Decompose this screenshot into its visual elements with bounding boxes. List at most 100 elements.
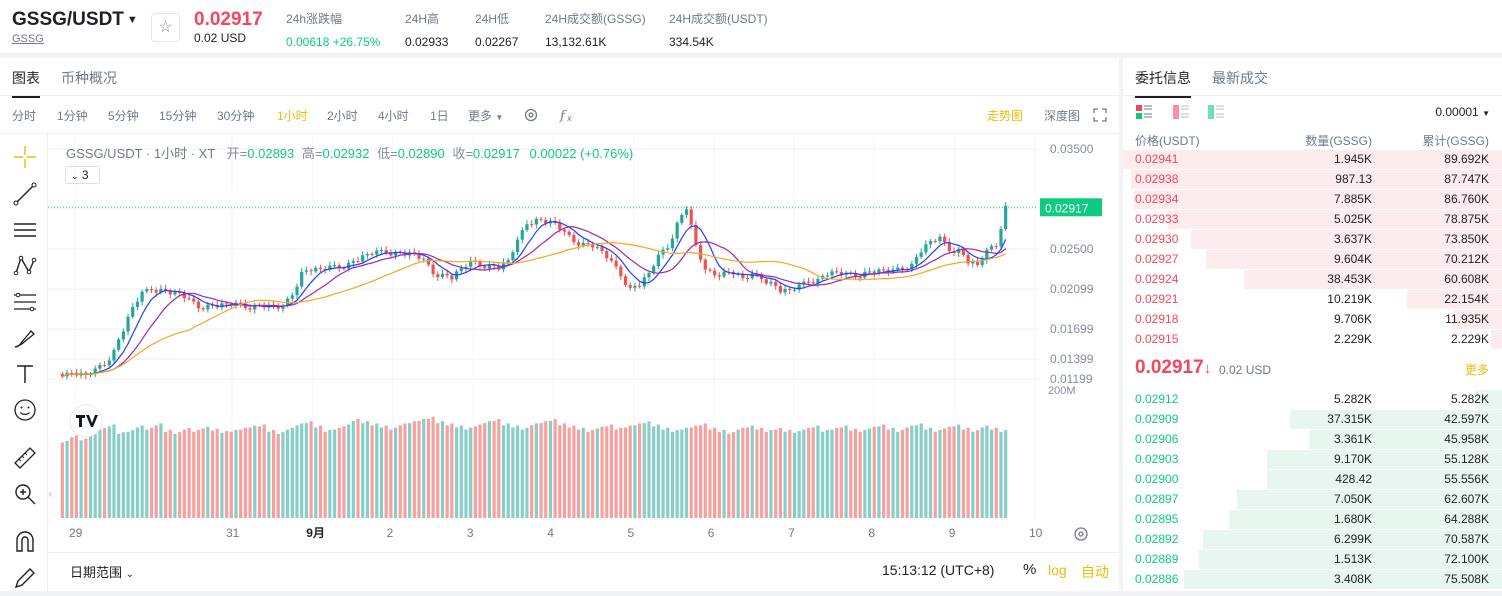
candle-body <box>788 288 792 290</box>
ask-row[interactable]: 0.02918 9.706K 11.935K <box>1123 309 1502 329</box>
volume-bar <box>623 427 628 518</box>
row-price: 0.02900 <box>1135 472 1179 486</box>
auto-toggle[interactable]: 自动 <box>1081 564 1109 580</box>
emoji-icon[interactable] <box>12 397 38 423</box>
candle-body <box>576 242 581 246</box>
bid-row[interactable]: 0.02889 1.513K 72.100K <box>1123 549 1502 569</box>
y-tick-label: 0.02500 <box>1050 242 1094 256</box>
ask-row[interactable]: 0.02930 3.637K 73.850K <box>1123 229 1502 249</box>
timeframe-5m[interactable]: 5分钟 <box>108 109 139 123</box>
depth-bar <box>1267 450 1502 469</box>
volume-bar <box>276 433 280 518</box>
tab-trades[interactable]: 最新成交 <box>1212 70 1268 86</box>
book-view-both-icon[interactable] <box>1136 105 1152 119</box>
ask-row[interactable]: 0.02915 2.229K 2.229K <box>1123 329 1502 349</box>
bid-row[interactable]: 0.02909 37.315K 42.597K <box>1123 409 1502 429</box>
settings-gear-icon[interactable] <box>523 107 539 126</box>
tab-coin-info[interactable]: 币种概况 <box>61 70 117 86</box>
fullscreen-icon[interactable] <box>1092 107 1108 126</box>
magnet-icon[interactable] <box>12 529 38 555</box>
book-view-asks-icon[interactable] <box>1173 105 1189 119</box>
ask-row[interactable]: 0.02924 38.453K 60.608K <box>1123 269 1502 289</box>
bid-row[interactable]: 0.02906 3.361K 45.958K <box>1123 429 1502 449</box>
ask-row[interactable]: 0.02927 9.604K 70.212K <box>1123 249 1502 269</box>
view-depth[interactable]: 深度图 <box>1044 109 1081 123</box>
volume-bar <box>534 423 538 518</box>
volume-bar <box>229 431 233 518</box>
ask-row[interactable]: 0.02938 987.13 87.747K <box>1123 169 1502 189</box>
mid-price-value: 0.02917 <box>1135 357 1204 378</box>
x-tick-label: 2 <box>387 526 394 540</box>
stat-label: 24h涨跌幅 <box>286 12 343 26</box>
depth-bar <box>1206 250 1502 269</box>
percent-toggle[interactable]: % <box>1023 561 1037 578</box>
volume-bar <box>450 423 454 518</box>
candle-body <box>469 260 473 267</box>
zoom-in-icon[interactable] <box>12 481 38 507</box>
book-view-bids-icon[interactable] <box>1208 105 1224 119</box>
candle-body <box>975 261 980 265</box>
volume-bar <box>581 427 585 518</box>
ask-row[interactable]: 0.02941 1.945K 89.692K <box>1123 149 1502 169</box>
text-icon[interactable] <box>12 361 38 387</box>
candle-body <box>431 264 435 275</box>
volume-bar <box>985 425 989 518</box>
timeframe-more[interactable]: 更多 ▼ <box>468 107 503 124</box>
bid-row[interactable]: 0.02900 428.42 55.556K <box>1123 469 1502 489</box>
timeframe-1m[interactable]: 1分钟 <box>57 109 88 123</box>
timeframe-tick[interactable]: 分时 <box>12 109 37 123</box>
timeframe-1d[interactable]: 1日 <box>430 109 449 123</box>
volume-bar <box>891 427 895 518</box>
candlestick-chart[interactable]: 0.035000.029000.025000.020990.016990.013… <box>48 134 1119 591</box>
timeframe-2h[interactable]: 2小时 <box>327 109 358 123</box>
brush-icon[interactable] <box>12 325 38 351</box>
volume-bar <box>234 430 238 518</box>
date-range-select[interactable]: 日期范围 ⌄ <box>70 562 134 581</box>
pair-selector[interactable]: GSSG/USDT ▼ <box>12 9 138 31</box>
candle-body <box>445 273 449 276</box>
timeframe-1h[interactable]: 1小时 <box>277 109 308 123</box>
tab-chart[interactable]: 图表 <box>12 70 40 98</box>
bid-row[interactable]: 0.02895 1.680K 64.288K <box>1123 509 1502 529</box>
horizontal-lines-icon[interactable] <box>12 217 38 243</box>
row-cum: 73.850K <box>1444 232 1489 246</box>
star-icon[interactable]: ☆ <box>151 13 180 42</box>
candle-body <box>539 218 543 220</box>
candle-body <box>675 222 679 239</box>
ask-row[interactable]: 0.02933 5.025K 78.875K <box>1123 209 1502 229</box>
indicator-toggle[interactable]: ⌄ 3 <box>65 166 100 184</box>
tab-order-book[interactable]: 委托信息 <box>1135 70 1191 98</box>
candle-body <box>384 250 388 254</box>
timeframe-4h[interactable]: 4小时 <box>378 109 409 123</box>
edit-pencil-icon[interactable] <box>12 565 38 591</box>
pair-sub-link[interactable]: GSSG <box>12 33 44 45</box>
ask-row[interactable]: 0.02921 10.219K 22.154K <box>1123 289 1502 309</box>
bid-row[interactable]: 0.02912 5.282K 5.282K <box>1123 389 1502 409</box>
view-trend[interactable]: 走势图 <box>987 109 1024 123</box>
more-label: 更多 <box>468 109 493 123</box>
trend-line-icon[interactable] <box>12 181 38 207</box>
volume-bar <box>731 432 736 518</box>
bid-row[interactable]: 0.02903 9.170K 55.128K <box>1123 449 1502 469</box>
volume-bar <box>309 421 313 518</box>
candle-body <box>196 301 201 309</box>
more-link[interactable]: 更多 <box>1464 363 1489 377</box>
volume-bar <box>797 431 801 518</box>
volume-bar <box>722 430 726 518</box>
volume-bar <box>112 424 116 518</box>
volume-bar <box>717 431 721 518</box>
timeframe-30m[interactable]: 30分钟 <box>217 109 255 123</box>
ask-row[interactable]: 0.02934 7.885K 86.760K <box>1123 189 1502 209</box>
chart-toolbar: 分时 1分钟 5分钟 15分钟 30分钟 1小时 2小时 4小时 1日 更多 ▼… <box>0 96 1119 134</box>
pattern-icon[interactable] <box>12 253 38 279</box>
crosshair-icon[interactable] <box>12 144 38 170</box>
timeframe-15m[interactable]: 15分钟 <box>159 109 197 123</box>
precision-select[interactable]: 0.00001 ▼ <box>1435 105 1490 119</box>
log-toggle[interactable]: log <box>1048 562 1067 578</box>
bid-row[interactable]: 0.02897 7.050K 62.607K <box>1123 489 1502 509</box>
bid-row[interactable]: 0.02886 3.408K 75.508K <box>1123 569 1502 589</box>
bid-row[interactable]: 0.02892 6.299K 70.587K <box>1123 529 1502 549</box>
fib-icon[interactable] <box>12 289 38 315</box>
ruler-icon[interactable] <box>12 445 38 471</box>
